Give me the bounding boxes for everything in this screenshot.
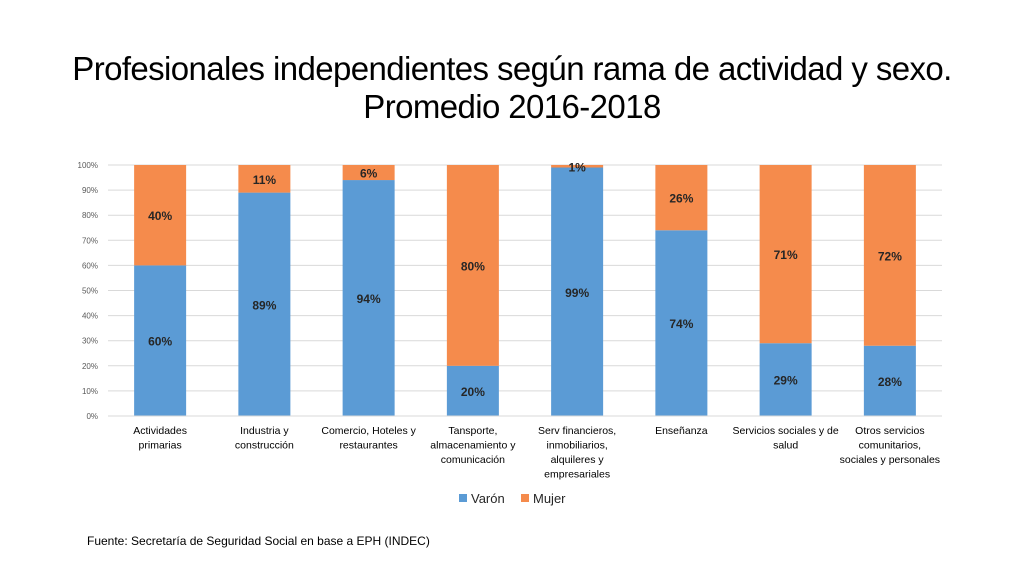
bar-varon: [863, 345, 916, 416]
y-tick-label: 60%: [82, 261, 98, 270]
y-tick-label: 10%: [82, 387, 98, 396]
bar-mujer: [551, 165, 604, 168]
y-tick-label: 70%: [82, 236, 98, 245]
bar-varon: [551, 167, 604, 416]
y-tick-label: 90%: [82, 186, 98, 195]
data-label-mujer: 1%: [568, 160, 586, 174]
chart-title: Profesionales independientes según rama …: [0, 50, 1024, 126]
bar-varon: [446, 365, 499, 416]
data-label-mujer: 11%: [253, 173, 277, 187]
data-label-mujer: 80%: [461, 259, 485, 273]
data-label-mujer: 72%: [878, 249, 902, 263]
bar-mujer: [238, 165, 291, 193]
data-label-mujer: 6%: [360, 167, 378, 181]
y-tick-label: 80%: [82, 211, 98, 220]
bar-mujer: [863, 165, 916, 346]
data-label-mujer: 26%: [669, 192, 693, 206]
x-category-label: Otros servicios comunitarios, sociales y p…: [840, 425, 940, 466]
data-label-varon: 28%: [878, 375, 902, 389]
bar-mujer: [134, 165, 187, 266]
y-tick-label: 50%: [82, 287, 98, 296]
bar-mujer: [759, 165, 812, 344]
x-category-label: Enseñanza: [655, 425, 708, 437]
bar-mujer: [446, 165, 499, 366]
data-label-varon: 99%: [565, 286, 589, 300]
x-category-label: Servicios sociales y de salud: [733, 425, 839, 452]
data-label-varon: 94%: [357, 292, 381, 306]
bar-varon: [342, 180, 395, 416]
bar-mujer: [342, 165, 395, 181]
bar-varon: [655, 230, 708, 416]
y-tick-label: 30%: [82, 337, 98, 346]
y-tick-label: 40%: [82, 312, 98, 321]
bar-varon: [238, 192, 291, 416]
x-category-label: Serv financieros, inmobiliarios, alquilere…: [538, 425, 616, 481]
legend-mujer-label: Mujer: [533, 491, 566, 506]
data-label-varon: 89%: [252, 298, 276, 312]
legend-varon-label: Varón: [471, 491, 505, 506]
x-category-label: Industria y construcción: [235, 425, 294, 452]
data-label-varon: 74%: [669, 317, 693, 331]
data-label-mujer: 40%: [148, 209, 172, 223]
data-label-varon: 60%: [148, 335, 172, 349]
x-category-label: Comercio, Hoteles y restaurantes: [321, 425, 416, 452]
data-label-mujer: 71%: [774, 248, 798, 262]
bar-varon: [134, 265, 187, 416]
y-tick-label: 20%: [82, 362, 98, 371]
chart-title-line-2: Promedio 2016-2018: [363, 88, 661, 125]
bar-mujer: [655, 165, 708, 231]
x-category-label: Actividades primarias: [133, 425, 187, 452]
data-label-varon: 29%: [774, 374, 798, 388]
legend-varon-swatch: [459, 494, 467, 502]
source-note: Fuente: Secretaría de Seguridad Social e…: [87, 534, 430, 548]
legend-mujer-swatch: [521, 494, 529, 502]
data-label-varon: 20%: [461, 385, 485, 399]
bar-varon: [759, 343, 812, 416]
y-tick-label: 0%: [86, 412, 98, 421]
y-tick-label: 100%: [78, 161, 98, 170]
chart-title-line-1: Profesionales independientes según rama …: [72, 50, 952, 87]
x-category-label: Tansporte, almacenamiento y comunicación: [430, 425, 516, 466]
